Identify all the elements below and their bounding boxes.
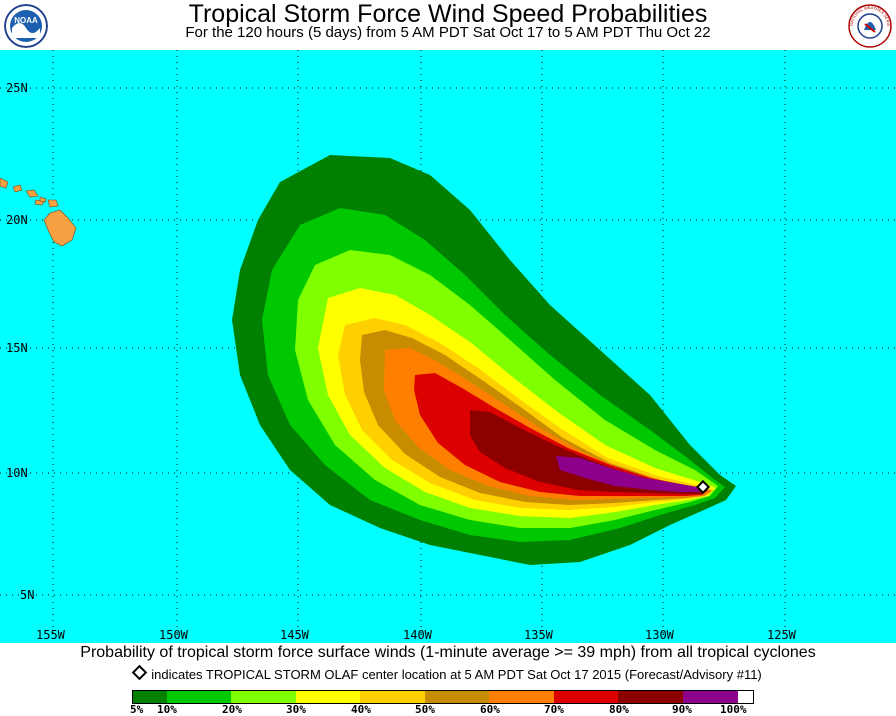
probability-legend — [132, 690, 754, 704]
legend-swatch — [231, 691, 296, 703]
marker-note-text: indicates TROPICAL STORM OLAF center loc… — [151, 667, 762, 682]
swath-70-percent — [414, 373, 708, 496]
marker-note: indicates TROPICAL STORM OLAF center loc… — [0, 664, 896, 684]
lat-label-25n: 25N — [6, 81, 28, 95]
legend-swatch — [167, 691, 231, 703]
storm-center-marker — [695, 479, 711, 495]
legend-label-100: 100% — [720, 703, 747, 716]
nws-logo: NATIONAL WEATHER SERVICE — [848, 4, 892, 48]
legend-label-30: 30% — [286, 703, 306, 716]
probability-swath — [232, 155, 736, 565]
legend-swatch — [296, 691, 360, 703]
swath-80-percent — [470, 410, 706, 494]
diamond-icon — [131, 664, 148, 681]
legend-label-60: 60% — [480, 703, 500, 716]
lon-label-155w: 155W — [36, 628, 65, 642]
legend-swatch — [554, 691, 618, 703]
legend-swatch — [683, 691, 738, 703]
legend-label-10: 10% — [157, 703, 177, 716]
lon-label-125w: 125W — [767, 628, 796, 642]
legend-label-5: 5% — [130, 703, 144, 716]
lon-label-135w: 135W — [524, 628, 553, 642]
legend-swatch — [360, 691, 425, 703]
map-canvas — [0, 50, 896, 643]
legend-swatch — [425, 691, 489, 703]
lat-label-10n: 10N — [6, 466, 28, 480]
legend-swatch — [489, 691, 554, 703]
probability-map: 25N 20N 15N 10N 5N 155W 150W 145W 140W 1… — [0, 50, 896, 643]
legend-label-40: 40% — [351, 703, 371, 716]
lon-label-145w: 145W — [280, 628, 309, 642]
legend-swatch — [618, 691, 683, 703]
map-subtitle: For the 120 hours (5 days) from 5 AM PDT… — [185, 24, 711, 41]
legend-label-90: 90% — [672, 703, 692, 716]
map-caption: Probability of tropical storm force surf… — [80, 644, 816, 661]
swath-90-percent — [556, 456, 704, 492]
legend-label-80: 80% — [609, 703, 629, 716]
legend-swatch — [133, 691, 167, 703]
legend-label-50: 50% — [415, 703, 435, 716]
lon-label-140w: 140W — [403, 628, 432, 642]
lon-label-150w: 150W — [159, 628, 188, 642]
lat-label-20n: 20N — [6, 213, 28, 227]
legend-label-70: 70% — [544, 703, 564, 716]
lon-label-130w: 130W — [645, 628, 674, 642]
map-title: Tropical Storm Force Wind Speed Probabil… — [188, 0, 708, 28]
legend-label-20: 20% — [222, 703, 242, 716]
lat-label-5n: 5N — [20, 588, 35, 602]
lat-label-15n: 15N — [6, 341, 28, 355]
header: NOAA Tropical Storm Force Wind Speed Pro… — [0, 0, 896, 50]
noaa-logo: NOAA — [4, 4, 48, 48]
noaa-logo-text: NOAA — [14, 16, 38, 25]
hawaii-islands — [0, 177, 77, 247]
